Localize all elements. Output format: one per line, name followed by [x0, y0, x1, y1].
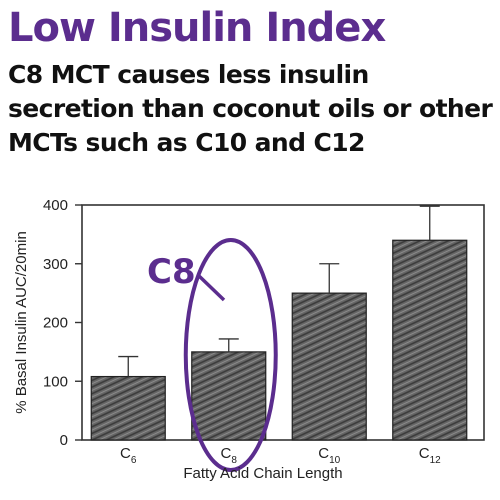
y-tick-label: 100 [43, 373, 68, 390]
y-tick-label: 200 [43, 315, 68, 332]
c8-highlight-ellipse [183, 238, 278, 472]
bar-c6 [90, 375, 166, 441]
x-tick-label: C6 [120, 445, 137, 466]
y-tick-label: 0 [60, 432, 68, 449]
bar-c12 [392, 239, 468, 441]
x-tick-label: C10 [318, 445, 340, 466]
x-tick-label: C8 [221, 445, 238, 466]
y-tick-label: 300 [43, 256, 68, 273]
c8-callout-label: C8 [147, 252, 196, 292]
y-axis-label: % Basal Insulin AUC/20min [13, 231, 30, 414]
page-subtitle: C8 MCT causes less insulin secretion tha… [8, 60, 493, 157]
x-tick-label: C12 [419, 445, 441, 466]
bar-c10 [291, 292, 367, 441]
y-tick-label: 400 [43, 197, 68, 214]
bar-c8 [191, 351, 267, 441]
c8-callout-pointer [196, 273, 226, 302]
x-axis-label: Fatty Acid Chain Length [183, 465, 342, 482]
insulin-bar-chart: 0 100 200 300 400 C6 C8 C10 C12 % Basal Insulin … [13, 197, 485, 482]
plot-area: 0 100 200 300 400 C6 C8 C10 C12 [43, 197, 485, 472]
page-title: Low Insulin Index [8, 5, 386, 51]
